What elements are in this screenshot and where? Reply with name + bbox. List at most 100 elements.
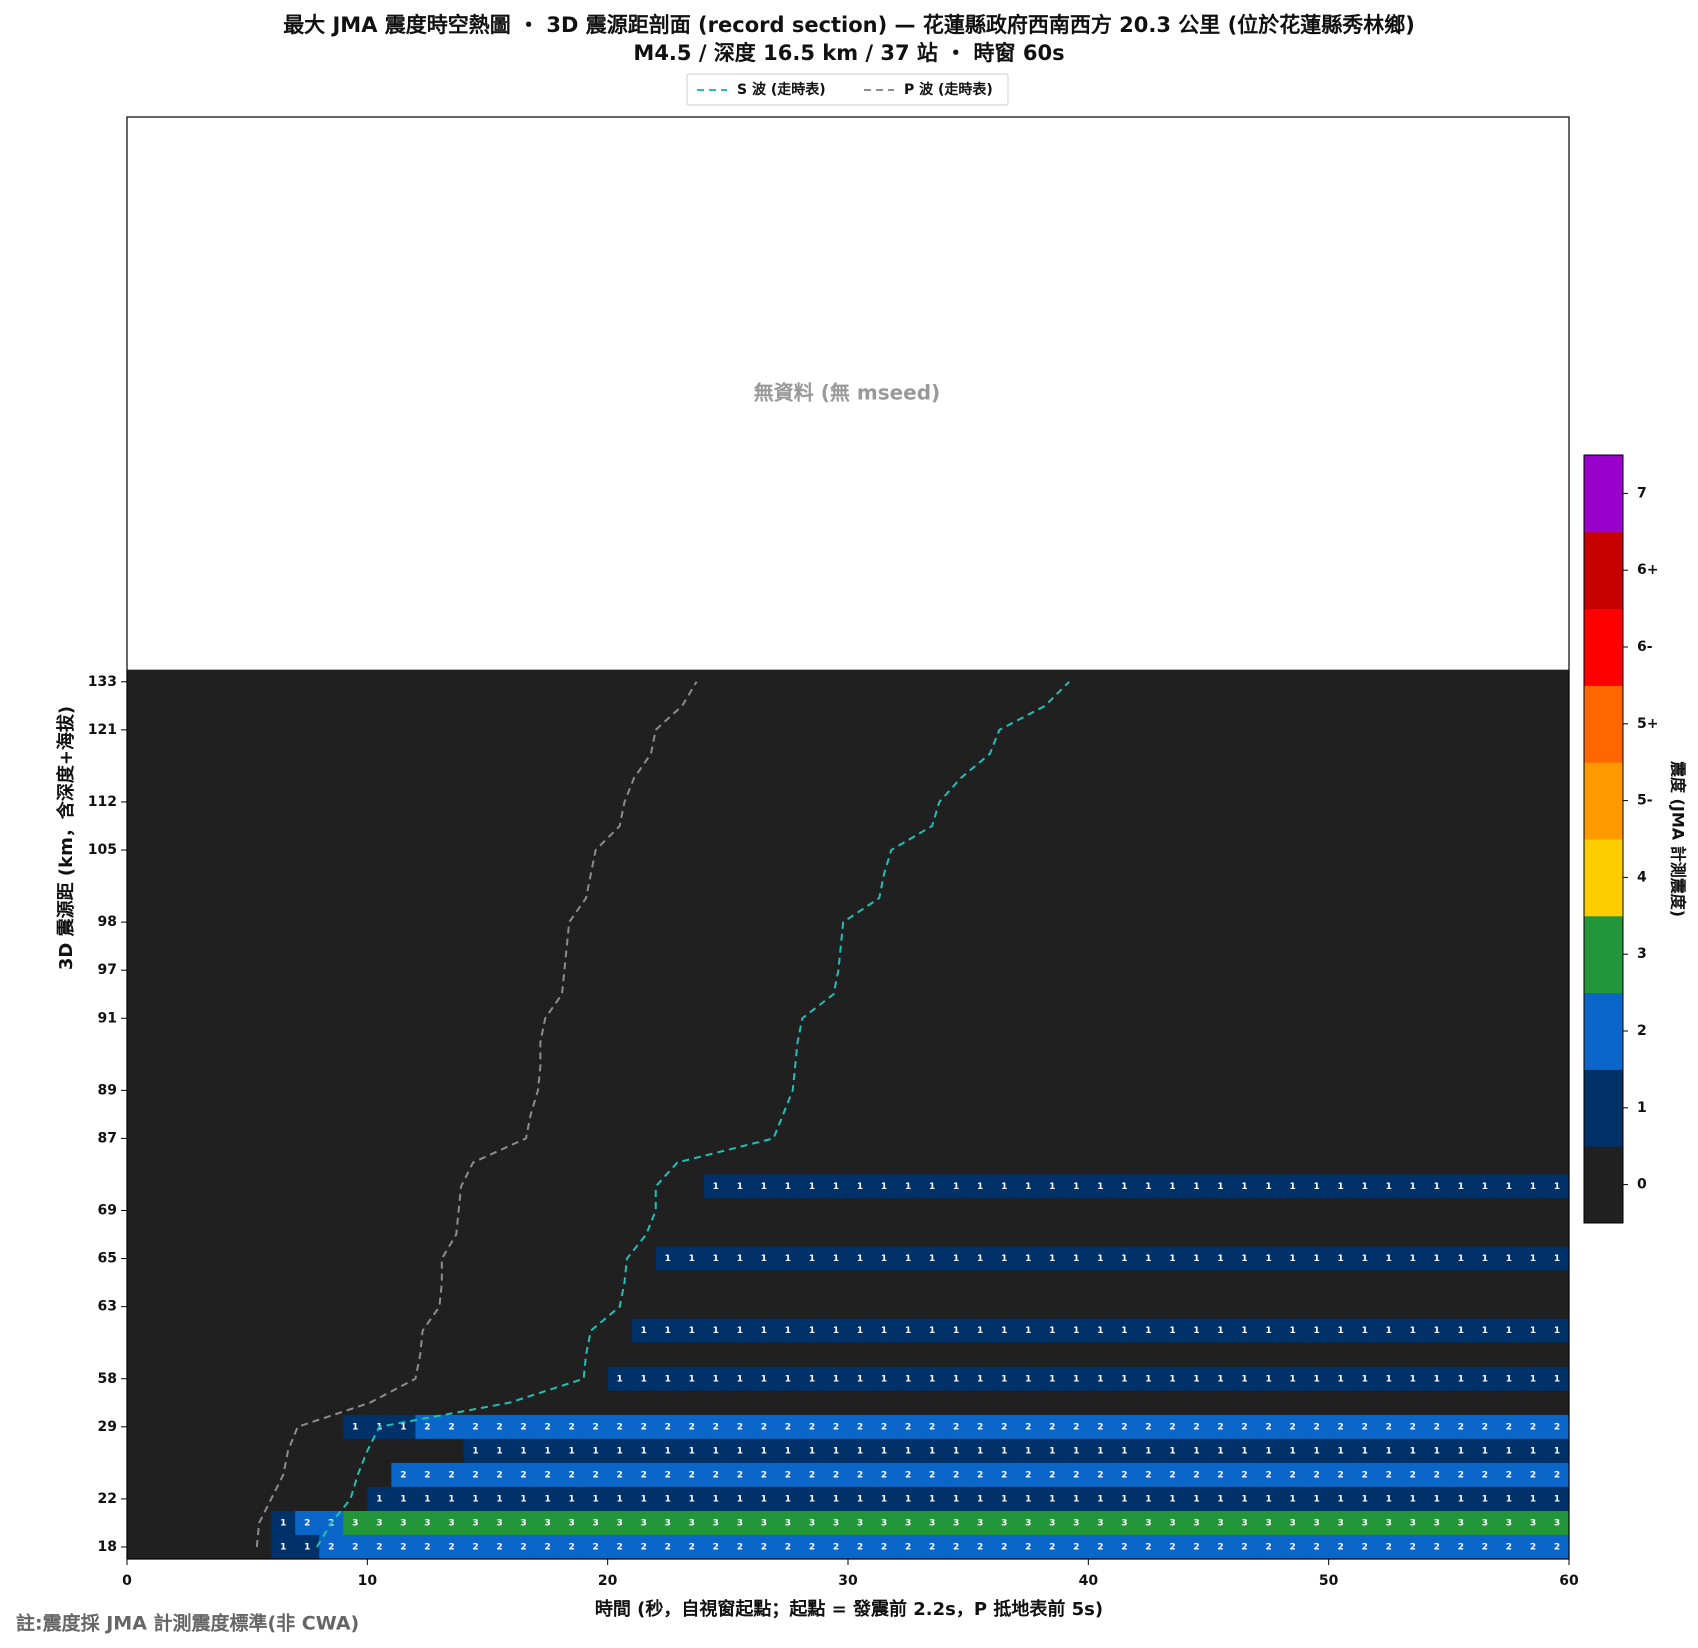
heat-cell bbox=[992, 717, 1017, 742]
heat-cell bbox=[1088, 1198, 1113, 1223]
heat-cell bbox=[992, 1270, 1017, 1295]
heat-cell bbox=[391, 693, 416, 718]
heat-cell bbox=[1424, 1318, 1450, 1343]
heat-cell bbox=[559, 1006, 584, 1031]
heat-cell bbox=[1232, 1318, 1257, 1343]
heat-cell bbox=[607, 1174, 632, 1199]
cell-label: 2 bbox=[1265, 1542, 1271, 1552]
colorbar-tick-label: 7 bbox=[1637, 485, 1647, 501]
heat-cell bbox=[679, 1390, 705, 1415]
heat-cell bbox=[1544, 741, 1570, 766]
heat-cell bbox=[1304, 1198, 1329, 1223]
heat-cell bbox=[1040, 1342, 1065, 1367]
heat-cell bbox=[727, 958, 753, 983]
heat-cell bbox=[1040, 1078, 1065, 1103]
heat-cell bbox=[1136, 669, 1161, 694]
heat-cell bbox=[920, 862, 945, 887]
heat-cell bbox=[223, 1342, 248, 1367]
heat-cell bbox=[1016, 886, 1041, 911]
heat-cell bbox=[1520, 1270, 1546, 1295]
heat-cell bbox=[151, 1438, 176, 1463]
cell-label: 3 bbox=[1049, 1518, 1055, 1528]
heat-cell bbox=[1040, 1414, 1065, 1439]
heat-cell bbox=[848, 1054, 873, 1079]
heat-cell bbox=[727, 693, 753, 718]
heat-cell bbox=[127, 934, 152, 959]
heat-cell bbox=[583, 1174, 608, 1199]
heat-cell bbox=[823, 838, 849, 863]
heat-cell bbox=[1184, 1414, 1209, 1439]
heat-cell bbox=[223, 1246, 248, 1271]
legend-label: P 波 (走時表) bbox=[904, 81, 993, 98]
heat-cell bbox=[367, 1462, 392, 1487]
heat-cell bbox=[1520, 1174, 1546, 1199]
heat-cell bbox=[1544, 886, 1570, 911]
heat-cell bbox=[1400, 1270, 1426, 1295]
cell-label: 1 bbox=[1458, 1182, 1464, 1192]
heat-cell bbox=[463, 862, 488, 887]
heat-cell bbox=[1232, 1126, 1257, 1151]
heat-cell bbox=[535, 1486, 560, 1511]
heat-cell bbox=[1208, 741, 1233, 766]
heat-cell bbox=[1400, 741, 1426, 766]
cell-label: 1 bbox=[1362, 1374, 1368, 1384]
heat-cell bbox=[439, 1126, 464, 1151]
heat-cell bbox=[1160, 910, 1185, 935]
cell-label: 2 bbox=[1530, 1470, 1536, 1480]
heat-cell bbox=[1352, 1102, 1378, 1127]
cell-label: 1 bbox=[568, 1494, 574, 1504]
heat-cell bbox=[992, 1246, 1017, 1271]
heat-cell bbox=[367, 789, 392, 814]
heat-cell bbox=[655, 1342, 681, 1367]
heat-cell bbox=[271, 1294, 296, 1319]
heat-cell bbox=[703, 1102, 729, 1127]
heat-cell bbox=[271, 1318, 296, 1343]
heat-cell bbox=[1112, 838, 1137, 863]
cell-label: 2 bbox=[641, 1542, 647, 1552]
heat-cell bbox=[1232, 1222, 1257, 1247]
heat-cell bbox=[1496, 958, 1522, 983]
heat-cell bbox=[1232, 958, 1257, 983]
heat-cell bbox=[343, 886, 368, 911]
heat-cell bbox=[319, 862, 344, 887]
heat-cell bbox=[1256, 886, 1281, 911]
heat-cell bbox=[247, 765, 272, 790]
heat-cell bbox=[848, 1294, 873, 1319]
heat-cell bbox=[727, 982, 753, 1007]
heat-cell bbox=[1400, 693, 1426, 718]
heat-cell bbox=[439, 693, 464, 718]
heat-cell bbox=[319, 1414, 344, 1439]
heat-cell bbox=[631, 765, 657, 790]
cell-label: 3 bbox=[713, 1518, 719, 1528]
heat-cell bbox=[848, 1534, 873, 1559]
heat-cell bbox=[848, 862, 873, 887]
heat-cell bbox=[223, 862, 248, 887]
heat-cell bbox=[1256, 1246, 1281, 1271]
heat-cell bbox=[1400, 717, 1426, 742]
cell-label: 1 bbox=[761, 1494, 767, 1504]
heat-cell bbox=[511, 1486, 536, 1511]
heat-cell bbox=[1400, 1006, 1426, 1031]
heat-cell bbox=[583, 1486, 608, 1511]
heat-cell bbox=[1280, 1414, 1305, 1439]
heat-cell bbox=[295, 1390, 320, 1415]
cell-label: 3 bbox=[1314, 1518, 1320, 1528]
heat-cell bbox=[295, 1126, 320, 1151]
cell-label: 1 bbox=[1506, 1326, 1512, 1336]
heat-cell bbox=[631, 1054, 657, 1079]
heat-cell bbox=[751, 1198, 777, 1223]
cell-label: 2 bbox=[544, 1422, 550, 1432]
heat-cell bbox=[775, 813, 801, 838]
heat-cell bbox=[199, 717, 224, 742]
heat-cell bbox=[679, 1294, 705, 1319]
heat-cell bbox=[727, 862, 753, 887]
cell-label: 1 bbox=[929, 1374, 935, 1384]
heat-cell bbox=[920, 789, 945, 814]
heat-cell bbox=[751, 813, 777, 838]
cell-label: 1 bbox=[1145, 1374, 1151, 1384]
cell-label: 2 bbox=[1217, 1542, 1223, 1552]
heat-cell bbox=[992, 1150, 1017, 1175]
heat-cell bbox=[992, 1054, 1017, 1079]
cell-label: 2 bbox=[1073, 1542, 1079, 1552]
heat-cell bbox=[751, 1006, 777, 1031]
